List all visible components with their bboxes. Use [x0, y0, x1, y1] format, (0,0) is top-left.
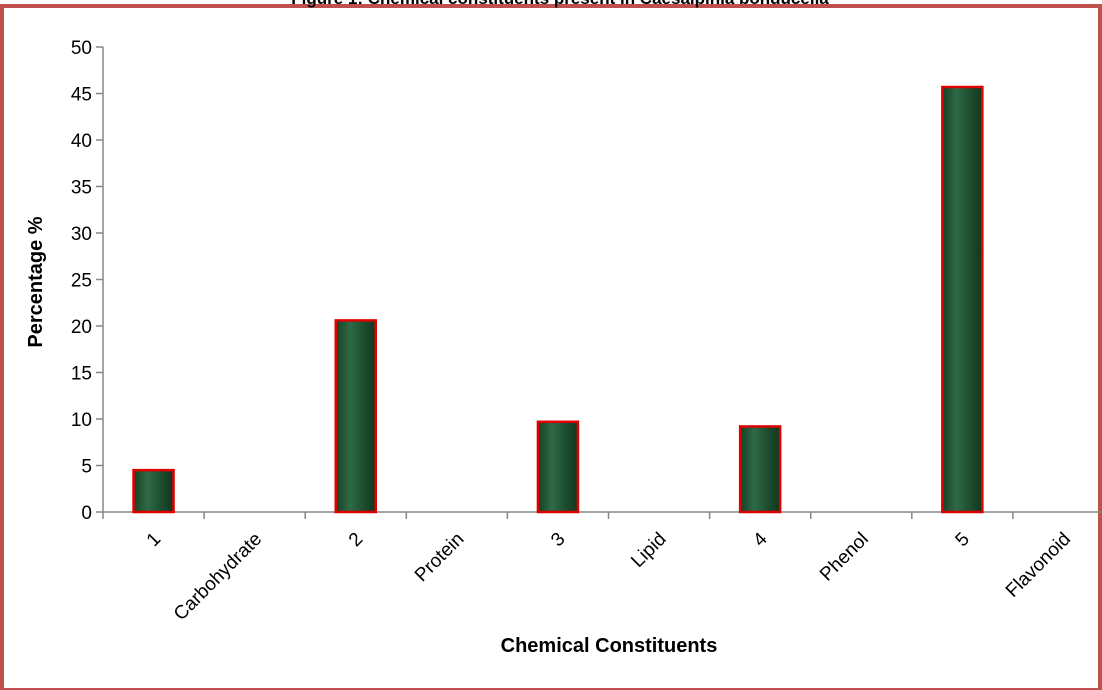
- y-tick-label: 15: [71, 364, 92, 385]
- y-tick-label: 20: [71, 317, 92, 338]
- y-axis-title: Percentage %: [25, 216, 47, 347]
- y-tick-label: 50: [71, 38, 92, 59]
- y-tick-label: 25: [71, 271, 92, 292]
- chart-border: [0, 4, 1102, 690]
- bar-3: [536, 420, 580, 514]
- y-tick-label: 40: [71, 131, 92, 152]
- bar-1: [132, 468, 175, 514]
- y-tick-label: 10: [71, 410, 92, 431]
- y-tick-label: 5: [81, 457, 92, 478]
- bar-4: [738, 425, 782, 514]
- y-tick-label: 30: [71, 224, 92, 245]
- y-tick-label: 45: [71, 85, 92, 106]
- chart-title: Figure 1: Chemical constituents present …: [291, 0, 829, 8]
- bar-5: [941, 85, 984, 514]
- bar-2: [334, 319, 377, 514]
- y-tick-label: 0: [81, 503, 92, 524]
- x-axis-title: Chemical Constituents: [501, 635, 718, 657]
- y-tick-label: 35: [71, 178, 92, 199]
